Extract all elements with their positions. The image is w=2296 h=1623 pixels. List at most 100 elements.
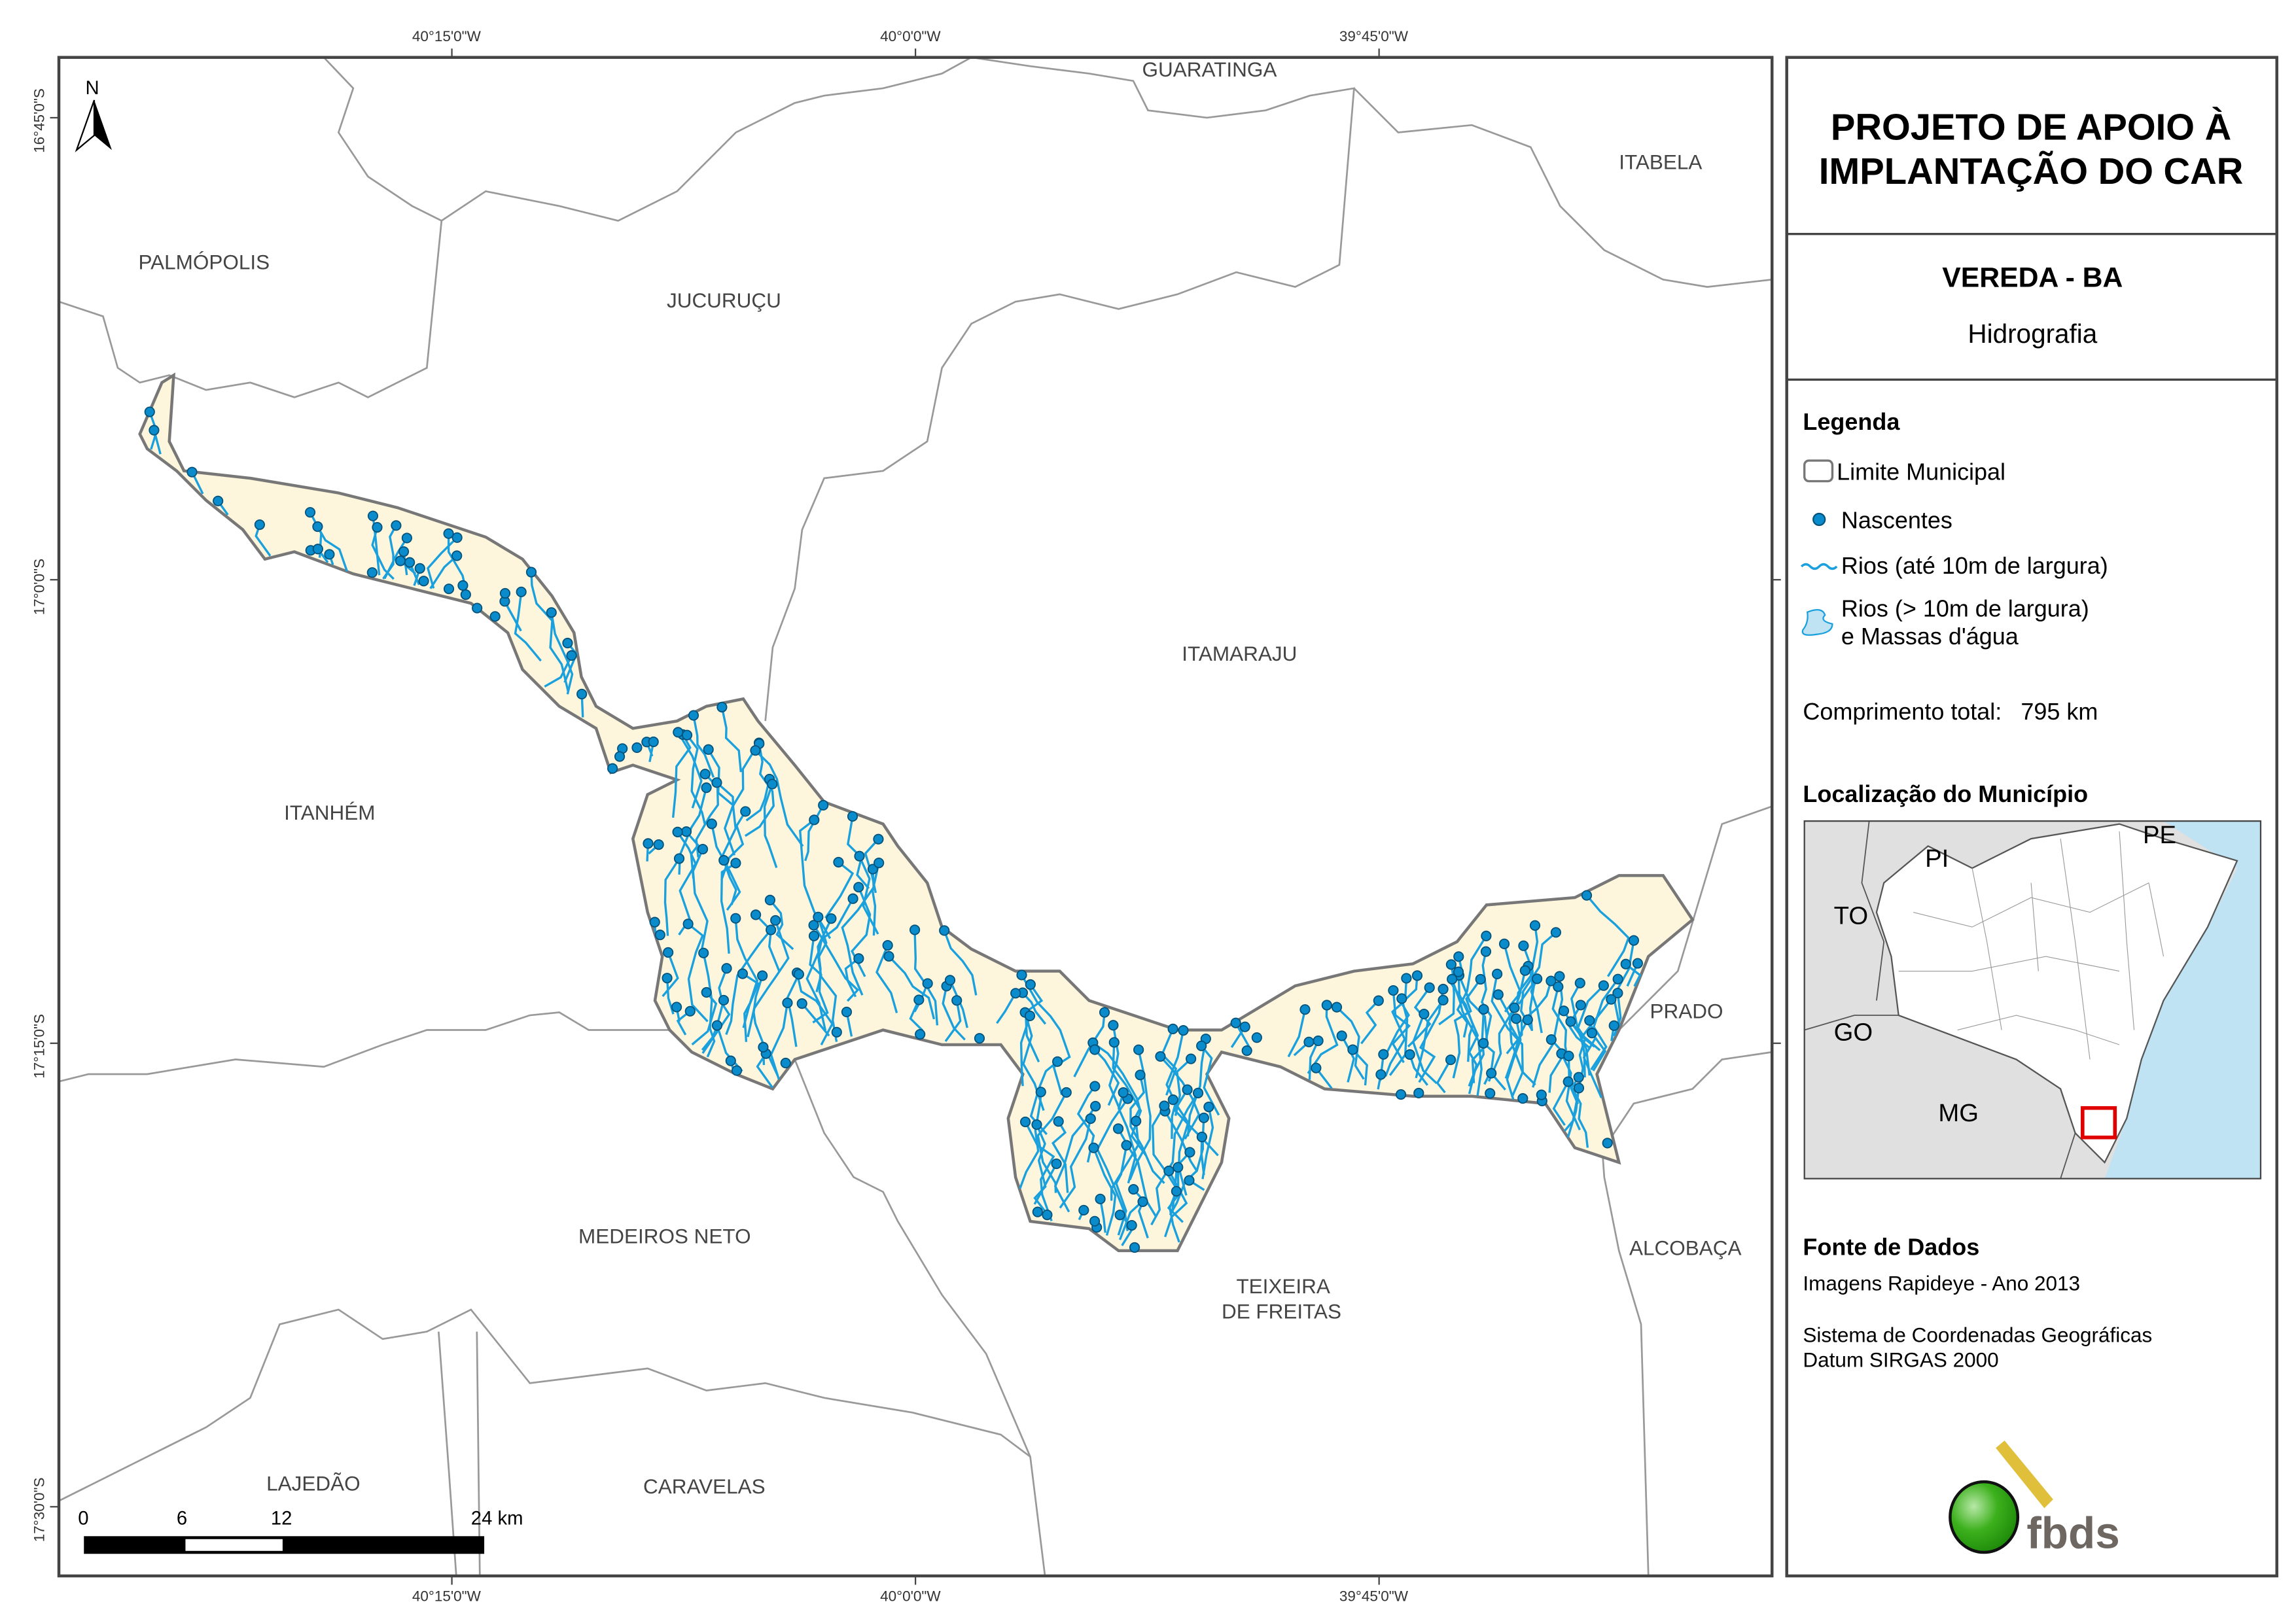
spring-point [1089,1081,1101,1092]
spring-point [1550,927,1562,938]
spring-point [649,916,660,928]
spring-point [367,510,379,521]
spring-point [730,858,741,869]
spring-point [472,602,483,614]
river-segment [662,952,679,998]
spring-point [1137,1196,1148,1208]
spring-point [1563,1051,1574,1062]
river-segment [1073,1012,1106,1077]
spring-point [1184,1175,1195,1186]
svg-text:PI: PI [1925,845,1949,873]
spring-point [1121,1140,1132,1151]
river-segment [769,1002,789,1080]
spring-point [698,947,709,958]
spring-point [457,580,468,591]
label-palmopolis: PALMÓPOLIS [138,251,270,274]
spring-point [711,1020,723,1031]
river-segment [1436,1059,1452,1094]
spring-point [1628,935,1640,946]
spring-point [451,532,463,543]
spring-point [718,994,730,1006]
spring-point [1481,930,1492,941]
river-segment [1165,1030,1185,1139]
spring-point [939,925,950,936]
spring-point [516,586,527,597]
location-heading: Localização do Município [1803,780,2088,807]
spring-point [1155,1051,1166,1062]
spring-point [1089,1044,1101,1055]
spring-point [1486,1068,1497,1079]
river-segment [754,914,781,973]
spring-point [757,970,768,981]
spring-point [1108,1020,1119,1031]
spring-point [1088,1142,1099,1153]
river-segment [1451,979,1483,1096]
river-segment [747,920,790,1038]
spring-point [808,930,820,941]
spring-point [631,742,643,753]
spring-point [1178,1025,1189,1036]
spring-point [1518,940,1529,951]
spring-point [525,567,537,578]
river-segment [1385,975,1419,1055]
river-segment [943,930,978,996]
river-segment [744,743,775,837]
spring-point [826,913,837,924]
river-segment [701,1000,725,1051]
spring-point [1078,1204,1089,1216]
spring-point [847,811,858,822]
spring-point [1536,1089,1547,1100]
river-segment [1391,990,1411,1064]
spring-point [1492,989,1504,1000]
spring-point [867,864,879,875]
spring-point [1167,1023,1178,1034]
spring-point [1239,1021,1250,1032]
spring-point [312,544,323,555]
river-segment [1033,1124,1051,1219]
spring-point [1453,951,1464,962]
spring-point [684,1005,696,1017]
spring-point [648,736,659,748]
spring-point [1167,1094,1178,1106]
spring-point [499,587,511,599]
svg-text:Rios (até 10m de largura): Rios (até 10m de largura) [1841,552,2108,579]
river-segment [1530,978,1543,1034]
river-segment [1481,951,1492,1044]
spring-point [663,947,674,958]
spring-point [854,850,865,862]
river-segment [1093,1049,1120,1106]
river-segment [1167,1167,1184,1223]
spring-point [1031,1119,1042,1130]
river-segment [685,831,700,879]
label-itamaraju: ITAMARAJU [1182,642,1297,665]
spring-point [1480,946,1492,957]
main-map: GUARATINGA ITABELA PALMÓPOLIS JUCURUÇU I… [31,28,1781,1604]
spring-point [1509,1002,1520,1013]
spring-point [1052,1056,1063,1067]
spring-point [1413,1087,1424,1099]
spring-point [1565,1016,1576,1027]
spring-point [654,930,665,941]
svg-text:Limite Municipal: Limite Municipal [1837,458,2005,485]
river-segment [1570,1076,1589,1148]
river-segment [754,749,804,847]
spring-point [1118,1087,1129,1098]
spring-point [1203,1101,1214,1113]
spring-point [1347,1044,1358,1055]
svg-text:39°45'0"W: 39°45'0"W [1339,1588,1409,1604]
svg-text:40°15'0"W: 40°15'0"W [412,28,482,44]
spring-swatch-icon [1812,512,1826,527]
river-segment [796,972,834,1046]
river-segment [1456,935,1487,1038]
spring-point [489,611,501,622]
spring-point [653,839,664,850]
river-segment [1552,1081,1570,1126]
river-segment [1172,1099,1190,1196]
spring-point [730,913,741,924]
spring-point [1163,1165,1174,1176]
spring-point [366,567,378,578]
graticule-labels: 40°15'0"W 40°0'0"W 39°45'0"W 40°15'0"W 4… [31,28,1781,1604]
river-segment [1503,943,1522,1013]
svg-text:Imagens Rapideye - Ano 2013: Imagens Rapideye - Ano 2013 [1803,1272,2080,1295]
